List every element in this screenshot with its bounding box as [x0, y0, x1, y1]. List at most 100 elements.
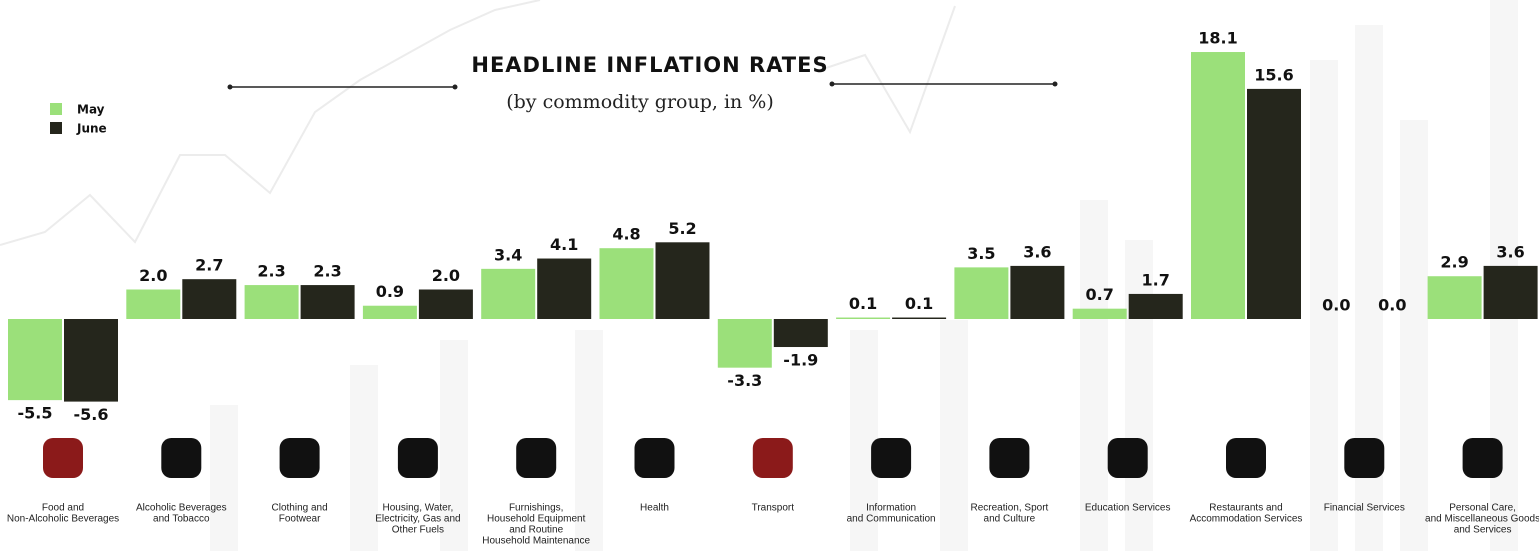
- bar: [1427, 276, 1482, 319]
- bar: [64, 319, 118, 402]
- value-label: 3.4: [494, 245, 522, 264]
- value-label: 18.1: [1198, 29, 1237, 48]
- bar: [182, 279, 237, 319]
- value-label: 0.0: [1378, 296, 1406, 315]
- value-label: 0.9: [376, 282, 404, 301]
- bar: [300, 285, 355, 319]
- bar: [418, 289, 473, 319]
- category-icon: [43, 438, 83, 478]
- category-label: Clothing and: [272, 503, 328, 514]
- title-rule-dot: [227, 84, 233, 90]
- category-label: Accommodation Services: [1190, 514, 1303, 525]
- category-label: Transport: [752, 503, 795, 514]
- value-label: 0.1: [905, 294, 933, 313]
- category-icon: [161, 438, 202, 478]
- bar: [717, 319, 772, 368]
- category-label: Household Maintenance: [482, 536, 590, 547]
- bar: [599, 248, 654, 319]
- legend-swatch: [50, 103, 62, 115]
- category-label: and Culture: [984, 514, 1036, 525]
- category-label: Food and: [42, 503, 84, 514]
- category-icon: [397, 438, 438, 478]
- bar: [126, 289, 181, 319]
- category-icon: [1107, 438, 1148, 478]
- legend-label: May: [77, 103, 105, 117]
- bar: [244, 285, 299, 319]
- category-icon: [1462, 438, 1503, 478]
- title-rule-dot: [1052, 81, 1058, 87]
- category-label: Other Fuels: [392, 525, 444, 536]
- chart-title: HEADLINE INFLATION RATES: [471, 53, 828, 77]
- bar: [537, 258, 592, 319]
- category-label: and Routine: [509, 525, 563, 536]
- category-icon: [1226, 438, 1266, 478]
- category-icon: [516, 438, 557, 478]
- legend-swatch: [50, 122, 62, 134]
- value-label: 1.7: [1142, 270, 1170, 289]
- bar: [481, 268, 536, 319]
- value-label: -3.3: [727, 371, 762, 390]
- bar: [954, 267, 1009, 319]
- bar: [362, 305, 417, 319]
- value-label: -5.6: [74, 405, 109, 424]
- value-label: 15.6: [1254, 65, 1293, 84]
- bar: [1191, 52, 1245, 320]
- category-label: Health: [640, 503, 669, 514]
- category-label: Electricity, Gas and: [375, 514, 460, 525]
- decor-line: [0, 0, 541, 246]
- category-icon: [1344, 438, 1385, 478]
- title-rule-dot: [452, 84, 458, 90]
- value-label: 0.7: [1086, 285, 1114, 304]
- bar: [1010, 265, 1065, 319]
- category-label: Non-Alcoholic Beverages: [7, 514, 119, 525]
- value-label: 4.1: [550, 235, 578, 254]
- value-label: 2.0: [432, 266, 460, 285]
- bar: [773, 319, 828, 348]
- category-label: and Tobacco: [153, 514, 210, 525]
- bar: [1072, 308, 1127, 319]
- value-label: 2.9: [1440, 253, 1468, 272]
- value-label: 5.2: [668, 219, 696, 238]
- category-label: Household Equipment: [487, 514, 586, 525]
- legend-label: June: [76, 122, 107, 136]
- value-label: -5.5: [18, 404, 53, 423]
- category-label: Housing, Water,: [383, 503, 454, 514]
- category-label: Alcoholic Beverages: [136, 503, 227, 514]
- category-label: and Miscellaneous Goods: [1425, 514, 1539, 525]
- category-label: Financial Services: [1324, 503, 1405, 514]
- chart-subtitle: (by commodity group, in %): [506, 91, 774, 113]
- value-label: 2.0: [139, 266, 167, 285]
- value-label: 3.6: [1023, 242, 1051, 261]
- bar: [1483, 265, 1538, 319]
- category-icon: [279, 438, 320, 478]
- bar: [1247, 88, 1301, 320]
- category-icon: [871, 438, 912, 478]
- category-label: Education Services: [1085, 503, 1171, 514]
- value-label: 4.8: [612, 225, 640, 244]
- value-label: 2.3: [313, 262, 341, 281]
- bar: [836, 317, 891, 319]
- category-label: and Services: [1454, 525, 1512, 536]
- category-label: Restaurants and: [1209, 503, 1282, 514]
- bar: [8, 319, 62, 401]
- category-label: Personal Care,: [1449, 503, 1516, 514]
- value-label: 2.3: [257, 262, 285, 281]
- category-label: Recreation, Sport: [970, 503, 1048, 514]
- category-icon: [634, 438, 675, 478]
- category-icon: [752, 438, 793, 478]
- value-label: 0.1: [849, 294, 877, 313]
- value-label: 2.7: [195, 256, 223, 275]
- value-label: -1.9: [783, 351, 818, 370]
- value-label: 3.6: [1496, 242, 1524, 261]
- bar: [1128, 293, 1183, 319]
- category-label: and Communication: [847, 514, 936, 525]
- category-label: Furnishings,: [509, 503, 563, 514]
- category-icon: [989, 438, 1030, 478]
- bar: [655, 242, 710, 319]
- decor-line: [819, 5, 956, 135]
- value-label: 3.5: [967, 244, 995, 263]
- category-label: Footwear: [279, 514, 321, 525]
- bar: [892, 317, 947, 319]
- category-label: Information: [866, 503, 916, 514]
